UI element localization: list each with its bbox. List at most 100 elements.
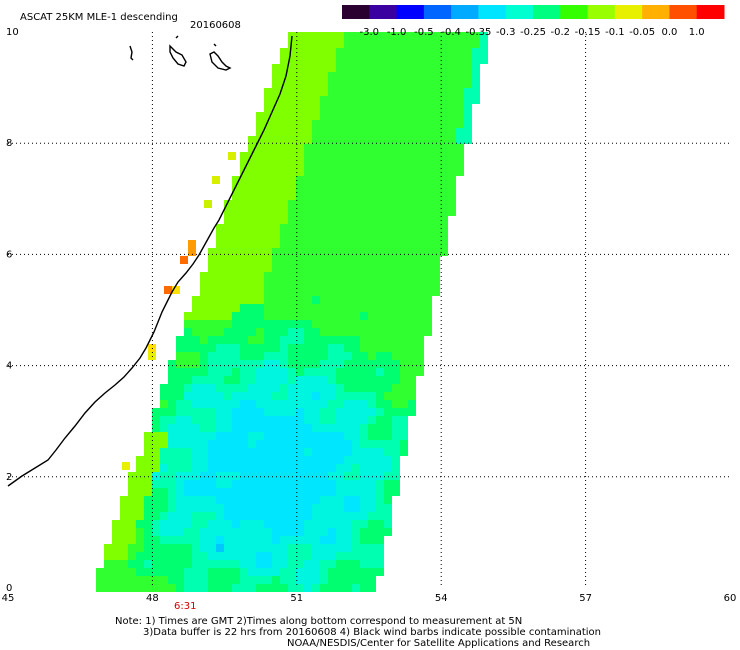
swath-cell [344,48,352,56]
swath-cell [296,200,304,208]
swath-cell [376,32,384,40]
swath-cell [384,32,392,40]
swath-cell [240,312,248,320]
swath-cell [232,368,240,376]
swath-cell [424,88,432,96]
swath-cell [224,312,232,320]
swath-cell [368,272,376,280]
swath-cell [144,552,152,560]
swath-cell [208,336,216,344]
swath-cell [384,104,392,112]
swath-cell [464,88,472,96]
footnote-line-2: 3)Data buffer is 22 hrs from 20160608 4)… [143,627,601,638]
swath-cell [368,408,376,416]
swath-cell [160,400,168,408]
swath-cell [208,256,216,264]
swath-cell [368,512,376,520]
swath-cell [360,296,368,304]
swath-cell [392,136,400,144]
swath-cell [240,328,248,336]
swath-cell [344,384,352,392]
swath-cell [232,360,240,368]
swath-cell [344,248,352,256]
swath-cell [432,112,440,120]
swath-cell [248,248,256,256]
swath-cell [408,144,416,152]
swath-cell [328,440,336,448]
swath-cell [272,64,280,72]
swath-cell [280,464,288,472]
swath-cell-hotspot [164,286,172,294]
swath-cell [416,160,424,168]
swath-cell [272,168,280,176]
swath-cell [320,440,328,448]
swath-cell [320,72,328,80]
swath-cell [360,144,368,152]
swath-cell-hotspot [172,286,180,294]
swath-cell [328,312,336,320]
swath-cell [440,40,448,48]
swath-cell [344,208,352,216]
swath-cell [208,576,216,584]
swath-cell [312,456,320,464]
swath-cell [424,184,432,192]
swath-cell [264,464,272,472]
swath-cell [216,520,224,528]
colorbar-label: -0.5 [414,27,434,38]
swath-cell [408,216,416,224]
swath-cell [360,136,368,144]
swath-cell [384,352,392,360]
swath-cell [360,400,368,408]
swath-cell [336,200,344,208]
swath-cell [192,392,200,400]
colorbar-swatch [505,5,534,19]
swath-cell [344,168,352,176]
swath-cell [224,504,232,512]
swath-cell [248,408,256,416]
swath-cell [272,104,280,112]
swath-cell [344,544,352,552]
swath-cell [352,88,360,96]
swath-cell [192,472,200,480]
swath-cell [376,160,384,168]
swath-cell [296,160,304,168]
swath-cell [296,584,304,592]
colorbar-swatch [369,5,398,19]
swath-cell [376,472,384,480]
swath-cell [376,80,384,88]
swath-cell [320,408,328,416]
swath-cell [312,144,320,152]
swath-cell [352,520,360,528]
swath-cell [144,456,152,464]
x-axis-labels: 45 48 51 54 57 60 [2,593,737,604]
swath-cell [184,504,192,512]
swath-cell [304,584,312,592]
swath-cell [368,568,376,576]
swath-cell [392,120,400,128]
swath-cell [120,584,128,592]
swath-cell [208,520,216,528]
swath-cell [424,104,432,112]
x-tick-label: 45 [2,593,15,604]
swath-cell [200,528,208,536]
swath-cell [264,544,272,552]
swath-cell [328,128,336,136]
swath-cell [296,496,304,504]
swath-cell [160,392,168,400]
swath-cell [376,128,384,136]
swath-cell [216,560,224,568]
swath-cell [168,544,176,552]
swath-cell [232,480,240,488]
swath-cell [304,432,312,440]
swath-cell [392,176,400,184]
swath-cell [352,208,360,216]
swath-cell [280,432,288,440]
swath-cell [200,584,208,592]
swath-cell [424,304,432,312]
swath-cell [376,152,384,160]
swath-cell [344,536,352,544]
swath-cell [280,392,288,400]
swath-cell [112,536,120,544]
colorbar-swatch [478,5,507,19]
swath-cell [296,392,304,400]
